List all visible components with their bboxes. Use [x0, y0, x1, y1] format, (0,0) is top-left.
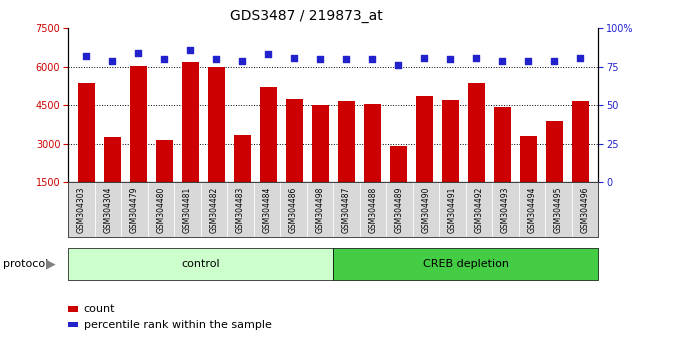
Text: GSM304480: GSM304480 — [156, 187, 165, 233]
Bar — [311, 105, 328, 182]
Bar — [156, 140, 173, 182]
Text: GSM304498: GSM304498 — [316, 187, 324, 233]
Point — [107, 58, 118, 63]
Bar — [104, 137, 120, 182]
Bar — [182, 62, 199, 182]
Point — [367, 56, 377, 62]
Bar — [260, 87, 277, 182]
Point — [185, 47, 196, 53]
Text: GSM304483: GSM304483 — [236, 187, 245, 233]
Bar — [442, 100, 458, 182]
Text: GSM304493: GSM304493 — [501, 187, 510, 233]
Bar — [78, 84, 95, 182]
Text: GSM304304: GSM304304 — [103, 187, 112, 233]
Text: GSM304487: GSM304487 — [342, 187, 351, 233]
Text: control: control — [182, 259, 220, 269]
Point — [262, 52, 273, 57]
Point — [445, 56, 456, 62]
Text: GSM304479: GSM304479 — [130, 187, 139, 233]
Text: GSM304489: GSM304489 — [395, 187, 404, 233]
Text: GSM304303: GSM304303 — [77, 187, 86, 233]
Bar — [468, 84, 485, 182]
Point — [289, 55, 300, 61]
Text: GSM304490: GSM304490 — [422, 187, 430, 233]
Bar — [130, 65, 147, 182]
Bar — [364, 104, 381, 182]
Point — [471, 55, 481, 61]
Point — [549, 58, 560, 63]
Point — [523, 58, 534, 63]
Text: count: count — [84, 304, 115, 314]
Text: CREB depletion: CREB depletion — [423, 259, 509, 269]
Bar — [338, 102, 355, 182]
Bar — [234, 135, 251, 182]
Point — [211, 56, 222, 62]
Text: GSM304488: GSM304488 — [369, 187, 377, 233]
Bar — [572, 102, 589, 182]
Point — [237, 58, 248, 63]
Bar — [494, 107, 511, 182]
Bar — [520, 136, 537, 182]
Point — [393, 62, 404, 68]
Text: GDS3487 / 219873_at: GDS3487 / 219873_at — [230, 9, 382, 23]
Point — [575, 55, 585, 61]
Text: GSM304496: GSM304496 — [581, 187, 590, 233]
Text: GSM304491: GSM304491 — [448, 187, 457, 233]
Text: GSM304494: GSM304494 — [528, 187, 537, 233]
Text: GSM304481: GSM304481 — [183, 187, 192, 233]
Point — [133, 50, 143, 56]
Point — [341, 56, 352, 62]
Text: protocol: protocol — [3, 259, 49, 269]
Text: ▶: ▶ — [46, 257, 56, 270]
Text: GSM304495: GSM304495 — [554, 187, 563, 233]
Text: GSM304486: GSM304486 — [289, 187, 298, 233]
Point — [158, 56, 169, 62]
Text: GSM304492: GSM304492 — [475, 187, 483, 233]
Point — [497, 58, 508, 63]
Bar — [286, 99, 303, 182]
Text: GSM304484: GSM304484 — [262, 187, 271, 233]
Bar — [415, 96, 432, 182]
Point — [419, 55, 430, 61]
Text: GSM304482: GSM304482 — [209, 187, 218, 233]
Text: percentile rank within the sample: percentile rank within the sample — [84, 320, 271, 330]
Bar — [208, 67, 224, 182]
Bar — [546, 121, 562, 182]
Point — [315, 56, 326, 62]
Point — [81, 53, 92, 59]
Bar — [390, 147, 407, 182]
